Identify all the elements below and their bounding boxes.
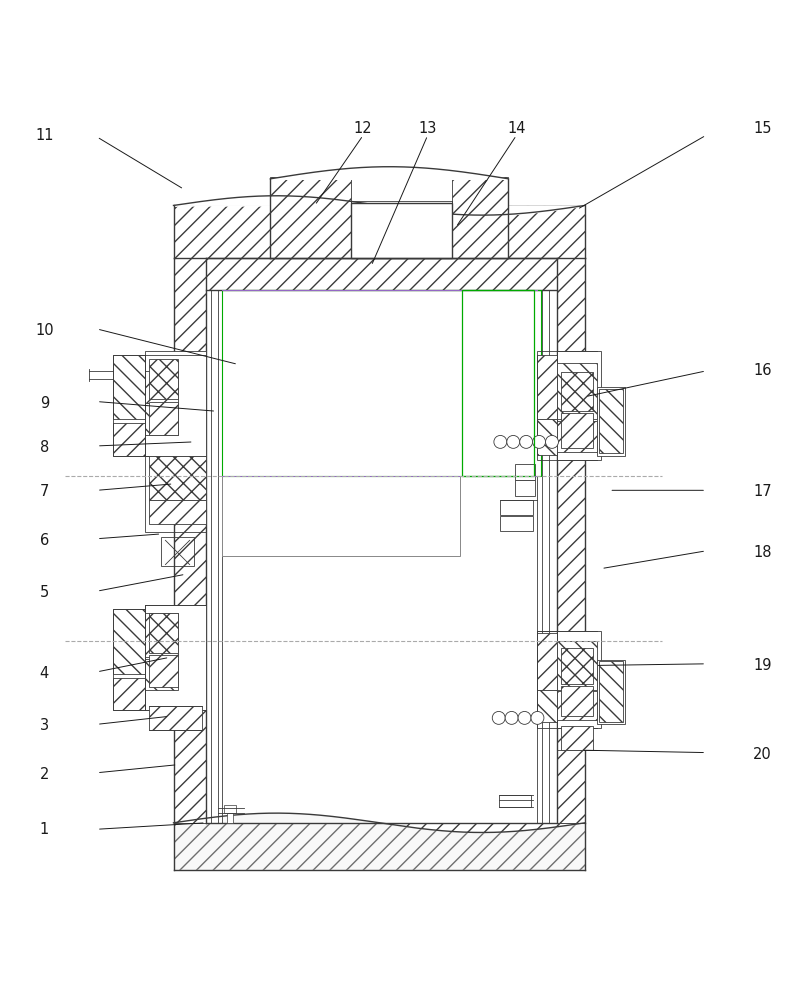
Circle shape [505,711,518,724]
Bar [462,290,534,476]
Bar [227,813,233,823]
Bar [113,609,145,710]
Bar [537,355,557,419]
Circle shape [494,435,507,448]
Bar [599,661,623,722]
Bar [145,351,206,456]
Text: 13: 13 [419,121,437,136]
Bar [515,480,535,496]
Bar [561,372,593,411]
Bar [599,389,623,453]
Bar [499,795,531,807]
Bar [537,419,557,455]
Bar [557,421,597,452]
Bar [270,177,351,258]
Text: 3: 3 [40,718,49,733]
Bar [113,355,145,419]
Circle shape [507,435,520,448]
Text: 9: 9 [40,396,49,411]
Bar [561,648,593,684]
Bar [561,726,593,750]
Circle shape [546,435,558,448]
Bar [206,258,557,290]
Bar [149,706,202,730]
Text: 10: 10 [35,323,54,338]
Bar [222,290,541,476]
Text: 17: 17 [753,484,772,499]
Text: 14: 14 [508,121,525,136]
Bar [206,290,557,823]
Bar [149,613,178,653]
Text: 20: 20 [753,747,772,762]
Bar [145,456,206,532]
Bar [537,690,557,722]
Bar [597,387,625,456]
Text: 16: 16 [754,363,771,378]
Bar [537,633,557,690]
Bar [224,805,236,813]
Text: 5: 5 [40,585,49,600]
Text: 15: 15 [754,121,771,136]
Bar [149,500,206,524]
Bar [174,258,206,823]
Bar [145,371,178,403]
Bar [145,403,178,435]
Text: 7: 7 [40,484,49,499]
Circle shape [520,435,533,448]
Bar [500,516,533,531]
Bar [537,631,557,728]
Bar [206,290,222,823]
Bar [222,476,460,556]
Circle shape [492,711,505,724]
Bar [149,456,206,500]
Bar [351,203,452,258]
Circle shape [533,435,546,448]
Text: 4: 4 [40,666,49,681]
Bar [500,500,533,515]
Bar [149,655,178,687]
Bar [537,351,557,460]
Text: 19: 19 [754,658,771,673]
Bar [557,691,597,720]
Bar [113,609,145,674]
Bar [597,660,625,724]
Circle shape [518,711,531,724]
Text: 18: 18 [754,545,771,560]
Bar [515,464,535,480]
Bar [557,641,597,690]
Bar [149,402,178,435]
Bar [149,359,178,399]
Bar [145,659,178,690]
Bar [557,363,597,419]
Text: 6: 6 [40,533,49,548]
Bar [557,631,601,728]
Bar [161,537,194,566]
Bar [174,205,585,258]
Bar [113,423,145,456]
Text: 1: 1 [40,822,49,837]
Text: 2: 2 [40,767,49,782]
Bar [113,355,145,456]
Bar [145,613,178,657]
Bar [537,290,557,823]
Bar [557,351,601,460]
Bar [113,678,145,710]
Bar [145,605,206,710]
Bar [452,177,508,258]
Circle shape [531,711,544,724]
Bar [561,686,593,716]
Bar [561,413,593,448]
Text: 11: 11 [36,128,53,143]
Text: 12: 12 [353,121,373,136]
Bar [557,258,585,823]
Bar [222,290,541,476]
Bar [174,823,585,870]
Text: 8: 8 [40,440,49,455]
